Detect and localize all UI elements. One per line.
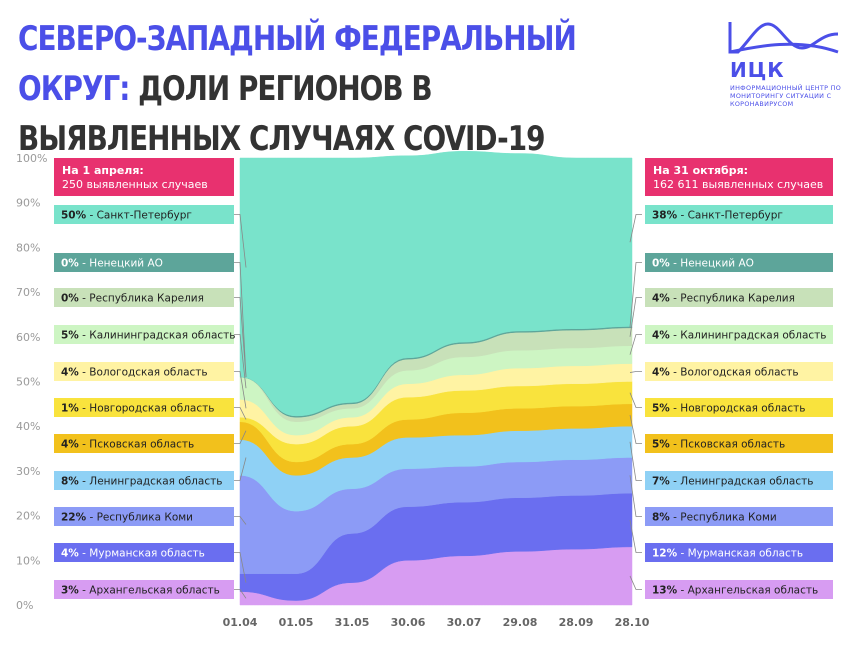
connector-left [234,552,247,583]
connector-left [234,334,247,389]
label-box-right [645,325,833,344]
connector-left [234,516,247,525]
y-tick-label: 60% [16,331,40,344]
label-left-калининградская-область: 5% - Калининградская область [61,330,235,342]
y-tick-label: 40% [16,420,40,433]
start-note-cases: 250 выявленных случаев [62,178,208,191]
start-note-box [54,158,234,196]
label-box-right [645,543,833,562]
label-box-left [54,434,234,453]
label-box-right [645,580,833,599]
label-box-right [645,362,833,381]
x-tick-label: 01.04 [223,616,258,629]
label-box-left [54,471,234,490]
label-right-ленинградская-область: 7% - Ленинградская область [652,476,813,488]
x-tick-label: 30.06 [391,616,426,629]
connector-right [629,334,642,355]
label-right-мурманская-область: 12% - Мурманская область [652,548,803,560]
label-box-right [645,507,833,526]
label-box-left [54,325,234,344]
x-tick-label: 31.05 [335,616,370,629]
y-tick-label: 80% [16,241,40,254]
x-tick-label: 29.08 [503,616,538,629]
y-tick-label: 10% [16,554,40,567]
start-note-date: На 1 апреля: [62,164,144,177]
label-right-псковская-область: 5% - Псковская область [652,439,785,451]
end-note-box [645,158,833,196]
y-tick-label: 30% [16,465,40,478]
connector-left [234,457,247,481]
label-right-архангельская-область: 13% - Архангельская область [652,585,818,597]
label-box-right [645,253,833,272]
label-left-новгородская-область: 1% - Новгородская область [61,403,214,415]
connector-right [629,575,642,590]
label-right-калининградская-область: 4% - Калининградская область [652,330,826,342]
connector-right [629,371,642,373]
label-left-архангельская-область: 3% - Архангельская область [61,585,220,597]
connector-left [234,297,247,378]
label-left-мурманская-область: 4% - Мурманская область [61,548,205,560]
y-tick-label: 70% [16,286,40,299]
connector-left [234,589,247,599]
connector-left [234,407,247,420]
y-tick-label: 50% [16,376,40,389]
label-left-республика-коми: 22% - Республика Коми [61,512,193,524]
connector-left [234,214,247,268]
label-box-right [645,471,833,490]
label-box-right [645,434,833,453]
label-left-псковская-область: 4% - Псковская область [61,439,194,451]
label-box-right [645,398,833,417]
y-tick-label: 0% [16,599,33,612]
label-box-left [54,288,234,307]
connector-right [629,214,642,243]
connector-left [234,262,247,378]
label-box-left [54,543,234,562]
label-box-left [54,398,234,417]
label-box-left [54,507,234,526]
label-left-ненецкий-ао: 0% - Ненецкий АО [61,258,163,270]
label-left-санкт-петербург: 50% - Санкт-Петербург [61,210,192,222]
label-box-left [54,253,234,272]
y-tick-label: 90% [16,197,40,210]
logo-subtitle: Информационный центр по мониторингу ситу… [730,84,842,108]
x-tick-label: 01.05 [279,616,314,629]
title-part-region: Северо-Западный федеральный округ: [18,19,577,109]
area-санкт-петербург [239,151,633,417]
x-tick-label: 30.07 [447,616,482,629]
label-box-right [645,205,833,224]
label-box-left [54,205,234,224]
label-right-республика-коми: 8% - Республика Коми [652,512,777,524]
connector-right [629,297,642,337]
logo-name: ИЦК [730,58,785,82]
label-box-left [54,580,234,599]
label-right-республика-карелия: 4% - Республика Карелия [652,293,795,305]
label-right-ненецкий-ао: 0% - Ненецкий АО [652,258,754,270]
label-box-left [54,362,234,381]
logo-mountain-icon [728,22,839,54]
label-left-вологодская-область: 4% - Вологодская область [61,367,208,379]
label-right-вологодская-область: 4% - Вологодская область [652,367,799,379]
connector-right [629,441,642,481]
label-right-новгородская-область: 5% - Новгородская область [652,403,805,415]
end-note-date: На 31 октября: [653,164,748,177]
connector-right [629,392,642,408]
connector-right [629,475,642,517]
label-right-санкт-петербург: 38% - Санкт-Петербург [652,210,783,222]
x-tick-label: 28.09 [559,616,594,629]
connector-left [234,430,247,444]
label-box-right [645,288,833,307]
y-tick-label: 100% [16,152,47,165]
ick-logo: ИЦК Информационный центр по мониторингу … [728,18,843,118]
label-left-республика-карелия: 0% - Республика Карелия [61,293,204,305]
x-tick-label: 28.10 [615,616,650,629]
connector-right [629,414,642,444]
connector-right [629,519,642,553]
end-note-cases: 162 611 выявленных случаев [653,178,823,191]
y-tick-label: 20% [16,510,40,523]
connector-left [234,371,247,409]
label-left-ленинградская-область: 8% - Ленинградская область [61,476,222,488]
connector-right [629,262,642,328]
